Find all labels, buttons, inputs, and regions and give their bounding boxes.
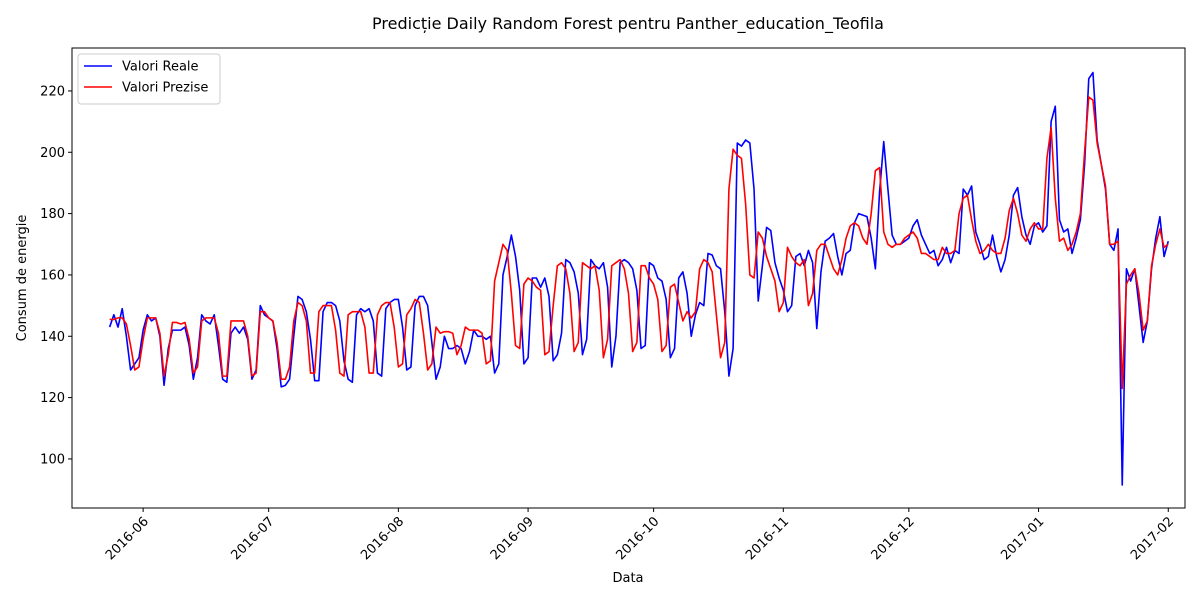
legend-box	[77, 53, 221, 105]
x-axis-label: Data	[612, 571, 643, 586]
y-tick-label: 140	[40, 330, 65, 345]
y-tick-label: 180	[40, 207, 65, 222]
y-tick-label: 220	[40, 84, 65, 99]
legend-entry-valori-reale: Valori Reale	[122, 60, 199, 75]
legend-entry-valori-prezise: Valori Prezise	[122, 81, 208, 96]
y-tick-label: 120	[40, 391, 65, 406]
plot-area-frame	[71, 47, 1186, 509]
y-tick-label: 160	[40, 268, 65, 283]
legend: Valori Reale Valori Prezise	[77, 53, 221, 105]
chart-title: Predicție Daily Random Forest pentru Pan…	[372, 14, 884, 34]
series-line-valori-prezise	[109, 96, 1169, 390]
y-axis-label: Consum de energie	[15, 215, 30, 342]
y-tick-label: 200	[40, 146, 65, 161]
y-tick-label: 100	[40, 452, 65, 467]
plot-series	[108, 71, 1170, 486]
y-axis: 100 120 140 160 180 200 220	[40, 84, 72, 467]
series-line-valori-reale	[108, 71, 1170, 486]
